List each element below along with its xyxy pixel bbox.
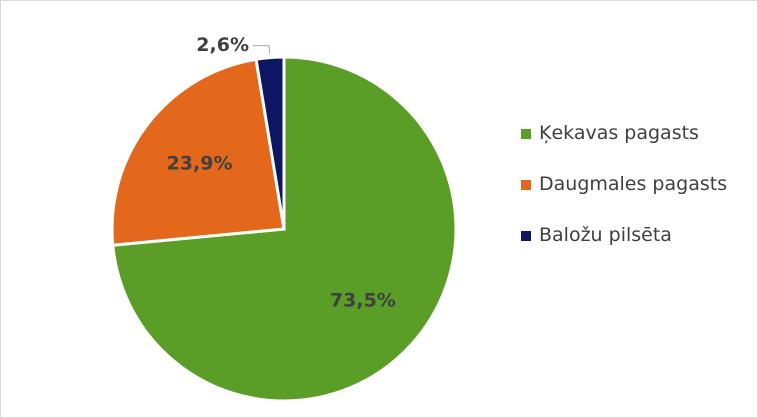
pie-slice <box>110 57 286 247</box>
leader-line <box>252 45 271 54</box>
legend-item: Daugmales pagasts <box>521 170 741 199</box>
legend-item: Baložu pilsēta <box>521 221 741 250</box>
legend-swatch <box>521 180 531 190</box>
legend-label: Daugmales pagasts <box>539 173 728 195</box>
legend-label: Ķekavas pagasts <box>539 122 699 144</box>
legend-item: Ķekavas pagasts <box>521 119 741 148</box>
legend-label: Baložu pilsēta <box>539 224 672 246</box>
legend: Ķekavas pagasts Daugmales pagasts Baložu p… <box>521 119 741 272</box>
data-label: 23,9% <box>167 152 233 174</box>
legend-swatch <box>521 231 531 241</box>
data-label: 73,5% <box>330 289 396 311</box>
pie-slice <box>254 55 286 230</box>
data-label: 2,6% <box>196 34 249 56</box>
legend-swatch <box>521 129 531 139</box>
